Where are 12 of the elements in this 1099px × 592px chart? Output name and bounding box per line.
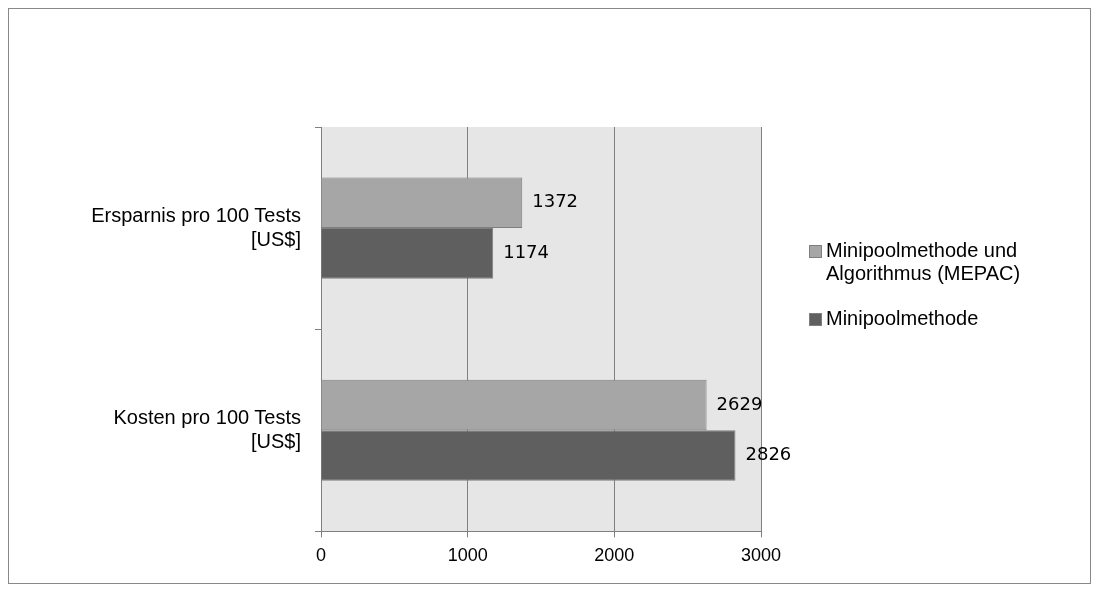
- x-tick-label: 1000: [447, 545, 488, 566]
- x-tick-label: 2000: [594, 545, 635, 566]
- data-label: 2629: [716, 392, 763, 414]
- legend-label: Minipoolmethode und Algorithmus (MEPAC): [826, 239, 1022, 285]
- legend-label: Minipoolmethode: [826, 307, 979, 330]
- y-tick-label: Ersparnis pro 100 Tests [US$]: [91, 203, 301, 250]
- x-tick-label: 0: [315, 545, 327, 566]
- x-tick-label: 3000: [740, 545, 782, 566]
- y-tick-label: Kosten pro 100 Tests [US$]: [113, 405, 301, 452]
- data-label: 2826: [745, 443, 792, 465]
- data-label: 1174: [503, 241, 549, 263]
- data-label: 1372: [532, 190, 579, 212]
